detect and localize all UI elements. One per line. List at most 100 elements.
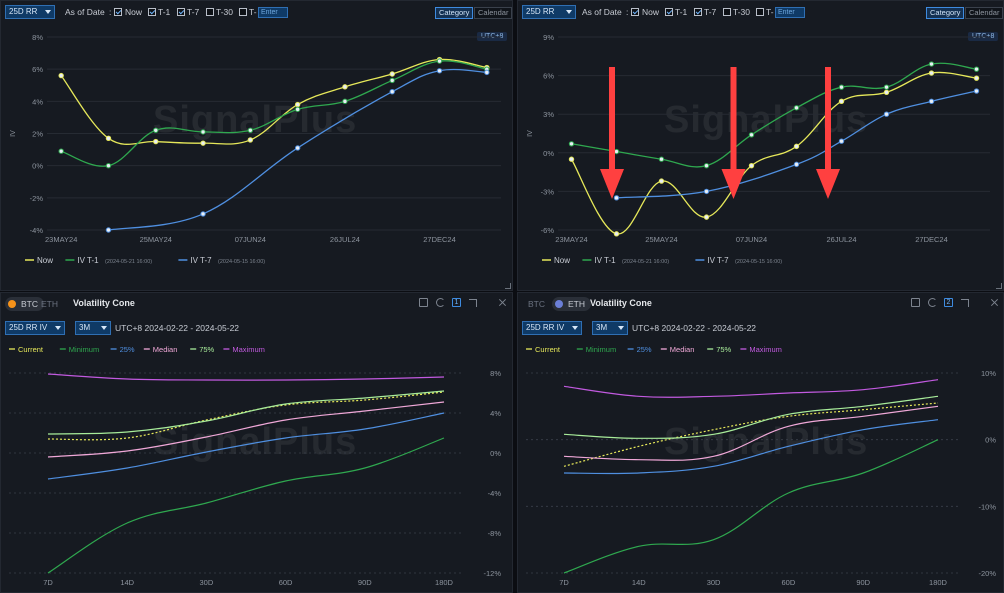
calendar-toggle[interactable]: Calendar (474, 7, 512, 19)
checkbox-t30[interactable] (206, 8, 214, 16)
legend-label: Maximum (749, 345, 782, 354)
metric-select-label: 25D RR IV (526, 323, 565, 332)
legend-label: Current (18, 345, 44, 354)
metric-select-label: 25D RR (526, 7, 555, 16)
refresh-icon[interactable] (928, 298, 937, 307)
coin-tab-eth-label: ETH (568, 299, 585, 309)
metric-select[interactable]: 25D RR IV (522, 321, 582, 335)
series-line-75- (563, 395, 939, 439)
data-point (883, 111, 890, 117)
coin-tab-btc[interactable]: BTC (5, 297, 44, 311)
x-tick-label: 30D (707, 578, 721, 587)
y-tick-label: 8% (32, 33, 43, 42)
eth-term-chart: -6% -3% 0% 3% 6% 9% IV 23MAY24 25MAY24 07JUN24 26J… (527, 33, 990, 265)
y-tick-label: 0% (32, 162, 43, 171)
x-tick-label: 07JUN24 (235, 235, 266, 244)
metric-select[interactable]: 25D RR IV (5, 321, 65, 335)
refresh-icon[interactable] (436, 298, 445, 307)
data-point (153, 127, 159, 133)
checkbox-t30-label: T-30 (733, 7, 751, 17)
x-tick-label: 25MAY24 (140, 235, 172, 244)
data-point (105, 135, 112, 142)
x-tick-label: 14D (632, 578, 646, 587)
data-point (973, 88, 980, 94)
period-select[interactable]: 3M (592, 321, 628, 335)
checkbox-t7[interactable] (694, 8, 702, 16)
series-line-iv-t-1 (571, 62, 977, 168)
y-tick-label: 0% (543, 149, 554, 158)
legend-label: Maximum (232, 345, 265, 354)
legend-label: Now (37, 256, 53, 265)
period-select-label: 3M (79, 323, 91, 332)
arrow-head (600, 169, 624, 199)
data-point (793, 105, 800, 111)
series-line-maximum (47, 373, 445, 381)
data-point (928, 70, 935, 76)
t-days-input[interactable]: Enter (258, 7, 288, 18)
checkbox-t-custom[interactable] (239, 8, 247, 16)
checkbox-now-label: Now (642, 7, 660, 17)
data-point (294, 101, 301, 108)
checkbox-t30[interactable] (723, 8, 731, 16)
category-toggle[interactable]: Category (926, 7, 965, 19)
series-line-median (563, 405, 939, 461)
x-tick-label: 27DEC24 (423, 235, 456, 244)
x-tick-label: 23MAY24 (45, 235, 77, 244)
x-tick-label: 60D (279, 578, 293, 587)
resize-handle[interactable] (505, 283, 511, 289)
checkbox-t1[interactable] (148, 8, 156, 16)
data-point (793, 143, 800, 150)
share-icon[interactable] (419, 298, 428, 307)
coin-tab-eth[interactable]: ETH (35, 297, 64, 311)
category-toggle[interactable]: Category (435, 7, 474, 19)
checkbox-t-custom[interactable] (756, 8, 764, 16)
y-tick-label: -10% (978, 502, 996, 511)
toolbar: 25D RR As of Date : Now T-1 T-7 T-30 T- … (518, 1, 1003, 23)
data-point (342, 84, 348, 90)
data-point (389, 88, 395, 95)
checkbox-t1[interactable] (665, 8, 673, 16)
chevron-down-icon (618, 326, 624, 330)
legend-timestamp: (2024-05-15 16:00) (735, 259, 782, 265)
checkbox-t1-label: T-1 (158, 7, 171, 17)
y-tick-label: -3% (541, 187, 555, 196)
as-of-date-label: As of Date (65, 7, 105, 17)
share-icon[interactable] (911, 298, 920, 307)
checkbox-now[interactable] (631, 8, 639, 16)
coin-tab-eth[interactable]: ETH (552, 297, 591, 311)
resize-handle[interactable] (996, 283, 1002, 289)
metric-select[interactable]: 25D RR (5, 5, 55, 19)
checkbox-now[interactable] (114, 8, 122, 16)
t-days-input[interactable]: Enter (775, 7, 805, 18)
data-point (568, 156, 575, 162)
data-point (793, 161, 800, 168)
panel-number-icon[interactable]: 1 (452, 298, 461, 307)
legend-label: IV T-7 (707, 256, 729, 265)
data-point (294, 145, 301, 151)
calendar-toggle[interactable]: Calendar (965, 7, 1003, 19)
date-range: UTC+8 2024-02-22 - 2024-05-22 (115, 323, 240, 333)
coin-tabs: BTC ETH Volatility Cone 2 (518, 293, 1003, 315)
checkbox-t-custom-label: T- (249, 7, 257, 17)
data-point (200, 129, 206, 135)
btc-term-structure-panel: 25D RR As of Date : Now T-1 T-7 T-30 T- … (0, 0, 513, 291)
checkbox-t7[interactable] (177, 8, 185, 16)
legend-label: 25% (120, 345, 135, 354)
metric-select[interactable]: 25D RR (522, 5, 576, 19)
eth-cone-chart: -20% -10% 0% 10% 7D 14D 30D 60D 90D 180D Current Mi… (526, 345, 996, 587)
x-tick-label: 26JUL24 (330, 235, 360, 244)
panel-number-icon[interactable]: 2 (944, 298, 953, 307)
data-point (342, 98, 348, 105)
coin-tab-btc-label: BTC (528, 299, 545, 309)
data-point (436, 68, 443, 74)
x-tick-label: 26JUL24 (826, 235, 856, 244)
period-select[interactable]: 3M (75, 321, 111, 335)
arrow-shaft (609, 67, 615, 171)
series-line-minimum (47, 437, 445, 574)
coin-tab-btc[interactable]: BTC (522, 297, 551, 311)
x-tick-label: 7D (559, 578, 569, 587)
y-axis-label: IV (10, 130, 17, 137)
data-point (838, 98, 845, 105)
legend-label: IV T-7 (190, 256, 212, 265)
y-tick-label: 6% (32, 65, 43, 74)
